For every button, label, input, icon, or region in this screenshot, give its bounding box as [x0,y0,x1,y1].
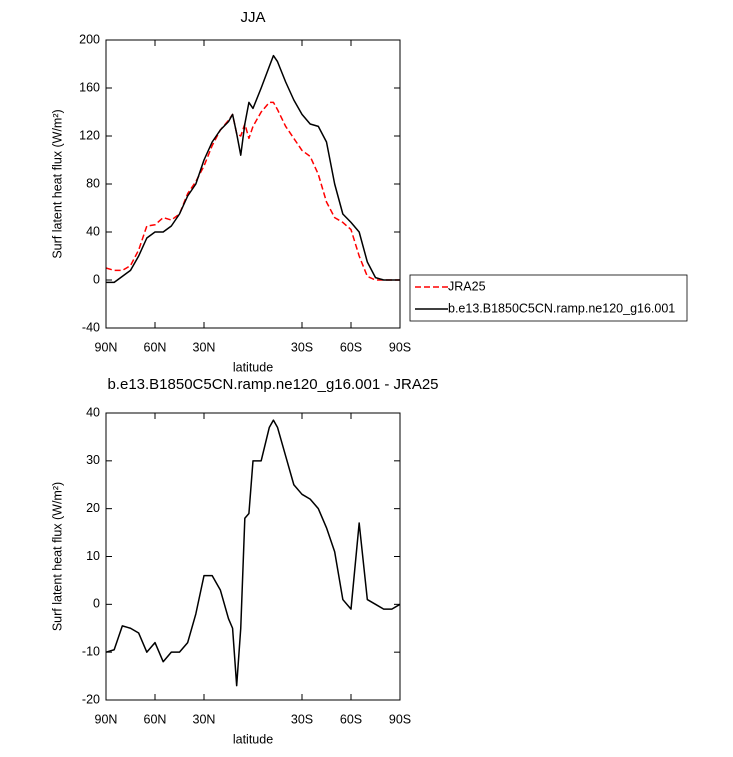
y-axis-label: Surf latent heat flux (W/m²) [50,482,64,631]
legend-label: JRA25 [448,279,486,293]
y-tick-label: -40 [82,320,100,334]
y-tick-label: 200 [79,32,100,46]
x-tick-label: 60N [144,712,167,726]
y-tick-label: 40 [86,224,100,238]
legend-box [409,274,688,322]
x-tick-label: 60S [340,712,362,726]
y-tick-label: 30 [86,453,100,467]
x-tick-label: 60S [340,340,362,354]
chart-title: JJA [240,9,265,26]
y-axis-label: Surf latent heat flux (W/m²) [50,109,64,258]
data-line [105,419,401,687]
y-tick-label: 160 [79,80,100,94]
plot-frame [105,412,401,701]
y-tick-label: -10 [82,644,100,658]
y-tick-label: 0 [93,597,100,611]
x-axis-label: latitude [233,360,273,374]
x-tick-label: 90S [389,712,411,726]
y-tick-label: 80 [86,176,100,190]
y-tick-label: 10 [86,549,100,563]
legend-label: b.e13.B1850C5CN.ramp.ne120_g16.001 [448,301,675,315]
x-tick-label: 60N [144,340,167,354]
plot-frame [105,39,401,329]
y-tick-label: 20 [86,501,100,515]
x-tick-label: 90N [95,712,118,726]
x-tick-label: 30S [291,712,313,726]
y-tick-label: 0 [93,272,100,286]
y-tick-label: 40 [86,405,100,419]
x-tick-label: 30N [193,712,216,726]
x-tick-label: 90S [389,340,411,354]
data-line [105,101,400,281]
x-tick-label: 30S [291,340,313,354]
x-axis-label: latitude [233,732,273,746]
x-tick-label: 90N [95,340,118,354]
chart-title: b.e13.B1850C5CN.ramp.ne120_g16.001 - JRA… [107,376,438,393]
y-tick-label: -20 [82,692,100,706]
y-tick-label: 120 [79,128,100,142]
data-line [106,54,400,284]
x-tick-label: 30N [193,340,216,354]
